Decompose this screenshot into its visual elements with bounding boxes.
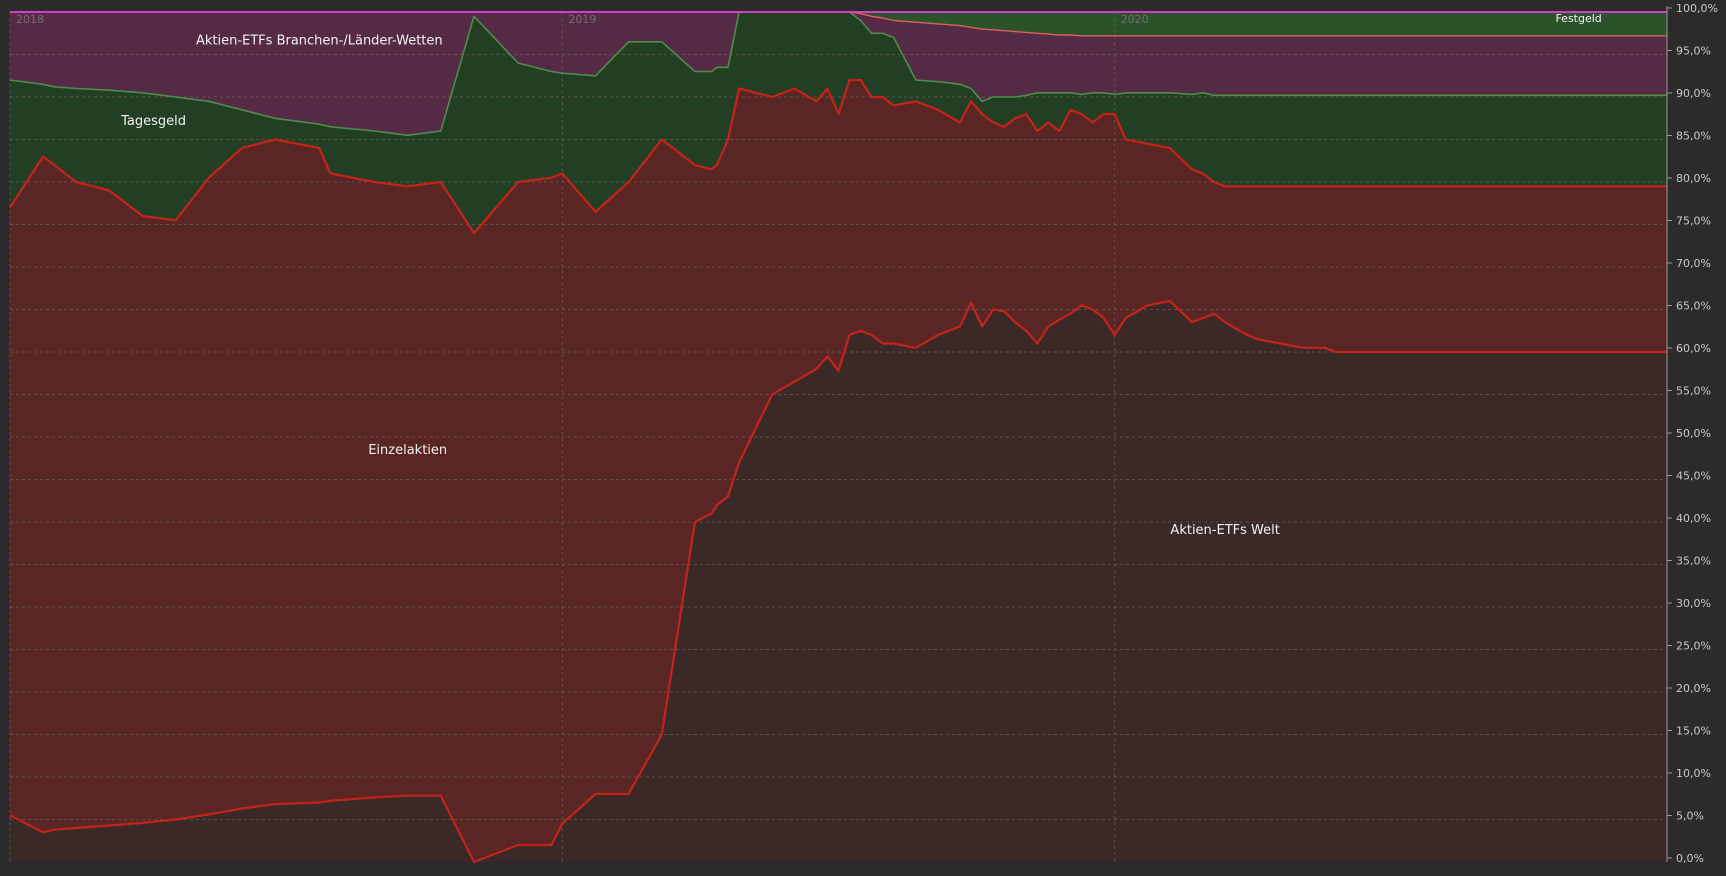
x-axis: 2018 2019 2020 — [16, 13, 1149, 26]
y-tick-label: 95,0% — [1676, 45, 1711, 58]
y-tick-label: 0,0% — [1676, 852, 1704, 865]
y-tick-label: 60,0% — [1676, 342, 1711, 355]
series-label: Aktien-ETFs Branchen-/Länder-Wetten — [196, 33, 443, 48]
series-label: Einzelaktien — [368, 443, 447, 458]
y-tick-label: 5,0% — [1676, 810, 1704, 823]
y-tick-label: 35,0% — [1676, 555, 1711, 568]
y-tick-label: 100,0% — [1676, 2, 1718, 15]
series-label: Aktien-ETFs Welt — [1170, 523, 1279, 538]
series-label: Tagesgeld — [120, 114, 186, 129]
series-lines — [9, 11, 1667, 864]
branchen-area — [10, 12, 1667, 136]
y-tick-label: 20,0% — [1676, 682, 1711, 695]
aktien-welt-area — [10, 301, 1667, 862]
y-tick-label: 50,0% — [1676, 427, 1711, 440]
x-tick-label: 2018 — [16, 13, 44, 26]
y-tick-label: 55,0% — [1676, 385, 1711, 398]
y-tick-label: 75,0% — [1676, 215, 1711, 228]
festgeld-area — [10, 12, 1667, 36]
y-tick-label: 70,0% — [1676, 257, 1711, 270]
series-labels: Aktien-ETFs Branchen-/Länder-Wetten Tages… — [120, 12, 1602, 538]
y-tick-label: 65,0% — [1676, 300, 1711, 313]
series-label: Festgeld — [1555, 12, 1601, 25]
y-tick-label: 40,0% — [1676, 512, 1711, 525]
y-tick-label: 30,0% — [1676, 597, 1711, 610]
y-tick-label: 45,0% — [1676, 470, 1711, 483]
y-tick-label: 90,0% — [1676, 87, 1711, 100]
x-tick-label: 2020 — [1121, 13, 1149, 26]
tagesgeld-line — [9, 11, 1667, 137]
einzelaktien-line — [9, 78, 1667, 235]
gridlines — [9, 12, 1667, 862]
y-tick-label: 15,0% — [1676, 725, 1711, 738]
y-tick-label: 10,0% — [1676, 767, 1711, 780]
y-tick-label: 25,0% — [1676, 640, 1711, 653]
y-axis: 0,0% 5,0% 10,0% 15,0% 20,0% 25,0% 30,0% 35,0% 40… — [1666, 2, 1718, 865]
einzelaktien-area — [10, 80, 1667, 862]
y-tick-label: 85,0% — [1676, 130, 1711, 143]
y-tick-label: 80,0% — [1676, 172, 1711, 185]
tagesgeld-area — [10, 12, 1667, 233]
aktien-welt-line — [9, 299, 1667, 864]
x-tick-label: 2019 — [568, 13, 596, 26]
